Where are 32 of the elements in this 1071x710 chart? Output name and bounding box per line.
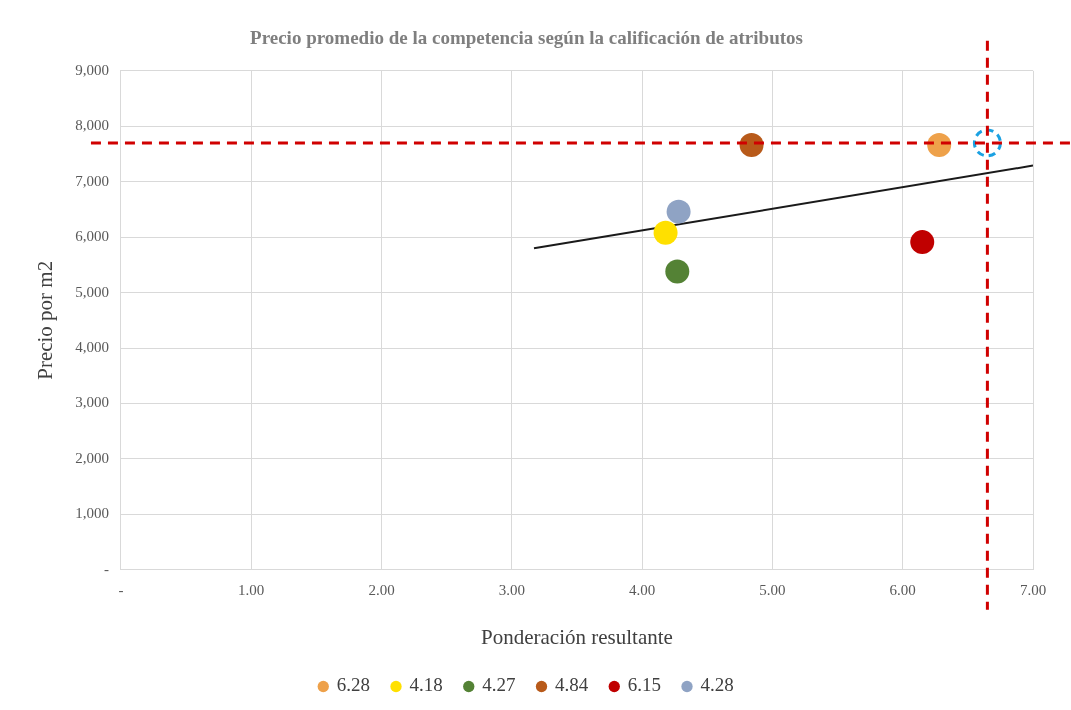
y-tick-label: 4,000 <box>75 338 109 355</box>
point <box>653 220 678 245</box>
legend-label: 6.28 <box>336 674 370 696</box>
x-tick-label: 3.00 <box>498 581 525 598</box>
legend-label: 4.84 <box>555 674 589 696</box>
y-tick-label: 3,000 <box>75 394 109 411</box>
x-tick-label: 2.00 <box>368 581 395 598</box>
point <box>910 230 935 255</box>
x-tick-label: 6.00 <box>889 581 916 598</box>
x-tick-label: 4.00 <box>629 581 656 598</box>
legend-label: 4.28 <box>700 674 734 696</box>
y-tick-label: - <box>103 560 109 577</box>
y-tick-label: 6,000 <box>75 228 109 245</box>
y-tick-label: 2,000 <box>75 449 109 466</box>
point <box>972 128 1002 158</box>
x-tick-label: 5.00 <box>759 581 786 598</box>
legend-label: 4.27 <box>482 674 516 696</box>
y-tick-label: 8,000 <box>75 117 109 134</box>
legend-label: 6.15 <box>627 674 661 696</box>
x-tick-label: - <box>118 581 124 598</box>
y-tick-label: 5,000 <box>75 283 109 300</box>
chart-title: Precio promedio de la competencia según la calificación de atributos <box>250 27 803 49</box>
y-tick-label: 7,000 <box>75 172 109 189</box>
y-tick-label: 1,000 <box>75 505 109 522</box>
point <box>665 259 690 284</box>
legend-label: 4.18 <box>409 674 443 696</box>
y-axis-title: Precio por m2 <box>33 260 58 380</box>
point <box>666 199 691 224</box>
x-tick-label: 7.00 <box>1019 581 1047 598</box>
x-tick-label: 1.00 <box>238 581 265 598</box>
y-tick-label: 9,000 <box>75 61 109 78</box>
x-axis-title: Ponderación resultante <box>481 624 673 649</box>
